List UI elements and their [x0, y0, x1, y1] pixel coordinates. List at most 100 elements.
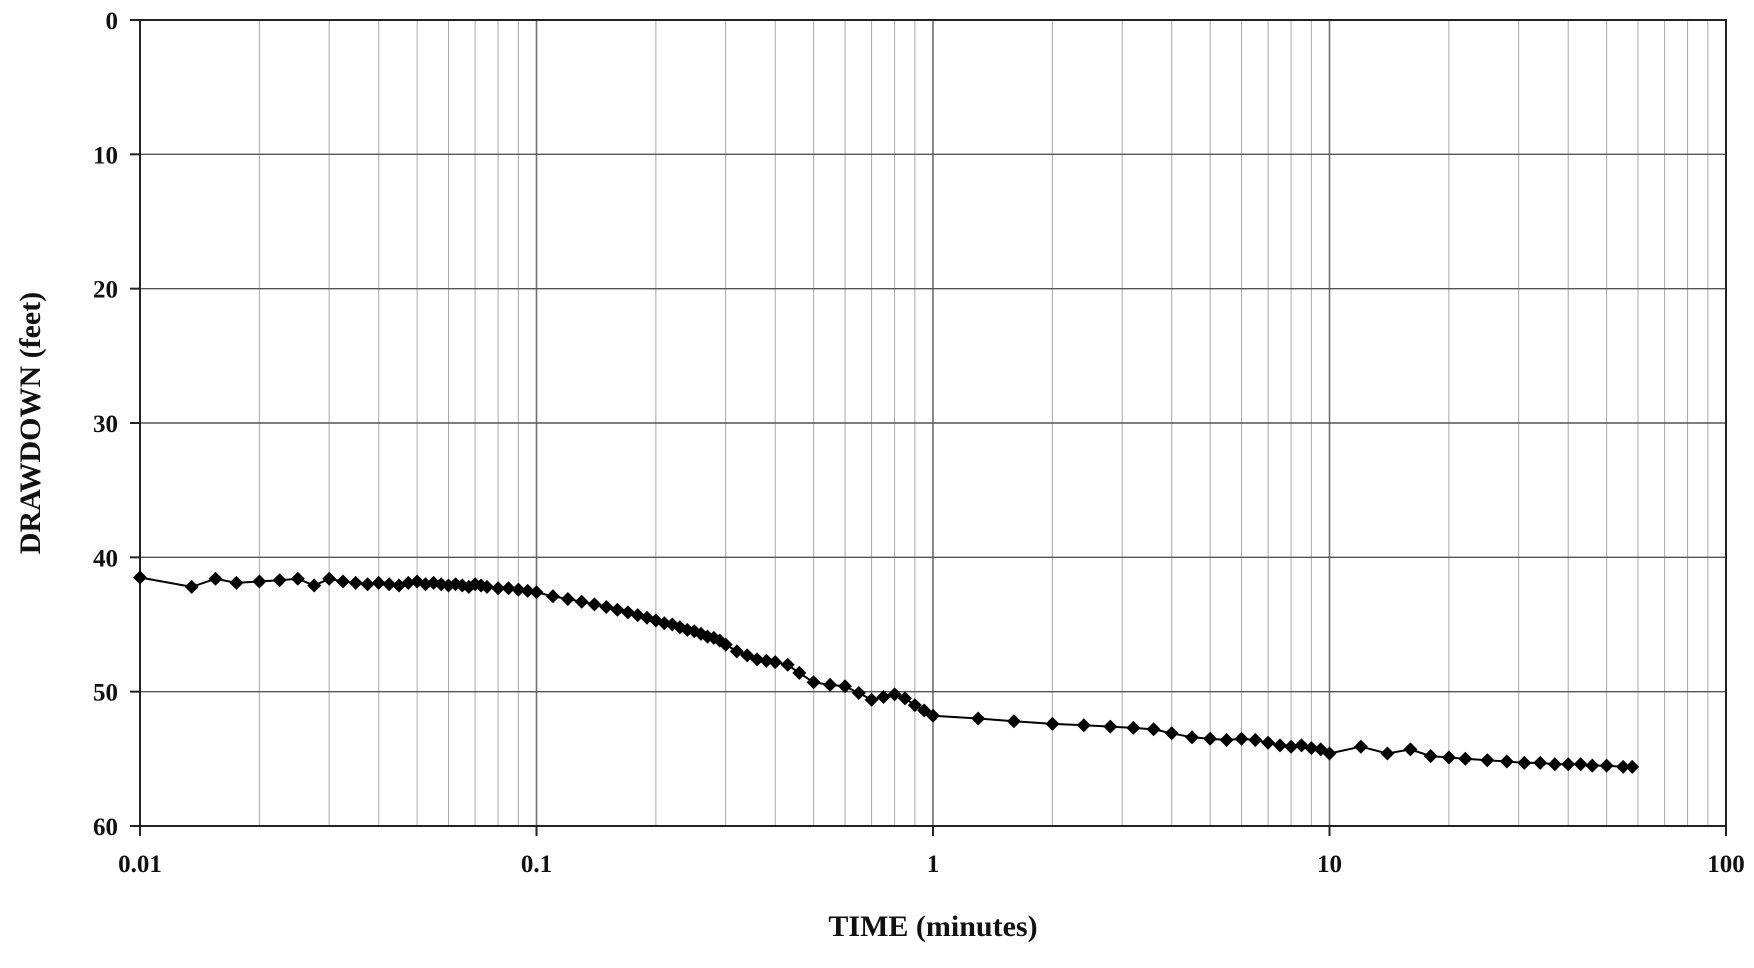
data-point-marker [806, 675, 821, 690]
data-point-marker [491, 581, 506, 596]
label-layer: TIME (minutes) DRAWDOWN (feet) [14, 292, 1038, 943]
data-point-marker [898, 691, 912, 706]
y-tick-label: 60 [93, 814, 118, 841]
data-point-marker [887, 687, 902, 702]
data-point-marker [382, 577, 397, 592]
data-point-marker [917, 703, 932, 718]
data-point-marker [1547, 757, 1562, 772]
x-tick-label: 10 [1317, 851, 1342, 878]
data-point-marker [1146, 722, 1161, 737]
data-point-marker [1126, 720, 1141, 735]
y-tick-label: 0 [106, 8, 119, 35]
data-point-marker [1423, 749, 1438, 764]
data-point-marker [511, 582, 526, 597]
x-tick-label: 100 [1707, 851, 1745, 878]
data-point-marker [574, 594, 589, 609]
data-point-marker [599, 600, 614, 614]
data-point-marker [371, 575, 386, 590]
data-point-marker [1185, 730, 1199, 745]
data-point-marker [1573, 757, 1588, 772]
data-point-marker [1480, 753, 1495, 768]
data-point-marker [1304, 741, 1319, 756]
data-point-marker [1441, 750, 1456, 765]
data-point-marker [1585, 758, 1600, 773]
data-point-marker [1076, 718, 1091, 733]
data-point-marker [838, 679, 852, 694]
data-point-marker [1045, 716, 1060, 731]
data-point-marker [348, 575, 363, 590]
grid-layer [139, 19, 1726, 827]
x-tick-label: 0.1 [521, 851, 552, 878]
y-tick-label: 40 [93, 545, 118, 572]
data-point-marker [336, 574, 350, 589]
data-point-marker [1616, 759, 1631, 774]
y-tick-label: 50 [93, 680, 118, 707]
y-tick-label: 10 [93, 142, 118, 169]
data-point-marker [864, 692, 879, 707]
data-point-marker [401, 575, 416, 590]
data-point-marker [1380, 746, 1395, 761]
y-tick-label: 20 [93, 277, 118, 304]
data-point-marker [480, 579, 494, 594]
data-point-marker [208, 571, 223, 586]
data-point-marker [1561, 757, 1576, 772]
series-layer [133, 570, 1640, 774]
data-point-marker [1322, 746, 1337, 761]
data-point-marker [1261, 735, 1276, 750]
data-point-marker [768, 655, 783, 670]
data-point-marker [501, 581, 516, 596]
data-point-marker [290, 571, 305, 586]
y-tick-label: 30 [93, 411, 118, 438]
data-point-marker [750, 652, 765, 667]
data-point-marker [1533, 755, 1548, 770]
data-point-marker [792, 665, 807, 680]
data-point-marker [1353, 739, 1368, 754]
data-point-marker [1458, 751, 1473, 766]
data-point-marker [545, 589, 560, 604]
data-point-marker [587, 597, 602, 612]
data-point-marker [1219, 733, 1234, 747]
data-point-marker [907, 698, 922, 713]
data-point-marker [229, 575, 244, 590]
x-axis-title: TIME (minutes) [828, 910, 1037, 943]
data-point-marker [971, 711, 986, 726]
data-point-marker [1103, 719, 1118, 734]
data-point-marker [520, 583, 535, 598]
data-point-marker [1403, 742, 1418, 757]
data-point-marker [1284, 739, 1299, 754]
data-point-marker [876, 690, 891, 704]
x-tick-label: 1 [927, 851, 940, 878]
data-point-marker [780, 657, 795, 672]
data-point-marker [272, 573, 287, 588]
data-point-marker [1599, 758, 1614, 773]
data-point-marker [1248, 733, 1263, 747]
data-point-marker [823, 677, 838, 692]
data-point-marker [1164, 726, 1179, 741]
data-point-marker [360, 577, 375, 592]
data-point-marker [620, 605, 635, 620]
data-point-marker [610, 602, 625, 617]
data-point-marker [529, 585, 544, 600]
axis-layer: 0 10 20 30 40 50 600.01 0.1 1 10 100 [93, 8, 1745, 878]
x-tick-label: 0.01 [118, 851, 162, 878]
data-point-marker [184, 579, 199, 594]
data-point-marker [307, 578, 322, 593]
y-axis-title: DRAWDOWN (feet) [14, 292, 47, 554]
data-point-marker [851, 686, 866, 700]
data-point-marker [133, 570, 147, 585]
data-point-marker [1234, 731, 1249, 746]
data-point-marker [1006, 714, 1021, 729]
data-point-marker [1625, 759, 1640, 774]
data-point-marker [252, 574, 267, 589]
data-point-marker [1203, 731, 1218, 746]
data-point-marker [1517, 755, 1532, 770]
drawdown-line [139, 576, 1633, 768]
data-point-marker [926, 708, 940, 723]
data-point-marker [759, 653, 774, 668]
data-point-marker [1273, 738, 1287, 753]
data-point-marker [1499, 754, 1514, 769]
data-point-marker [560, 592, 575, 606]
data-point-marker [729, 644, 744, 659]
